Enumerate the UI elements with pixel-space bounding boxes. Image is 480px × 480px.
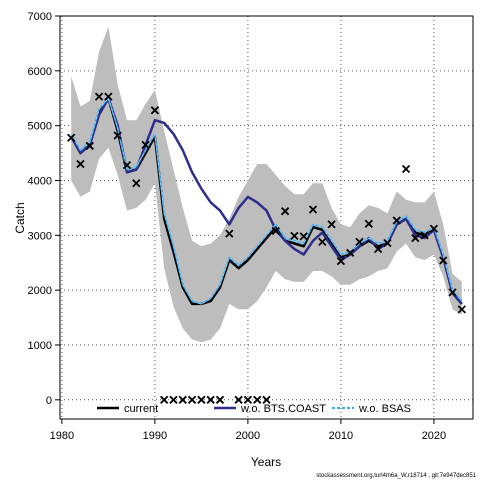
y-tick-label: 2000 (28, 285, 52, 297)
observed-point (197, 395, 206, 404)
observed-point (104, 92, 113, 101)
observed-point (206, 395, 215, 404)
observed-point (318, 237, 327, 247)
observed-point (355, 237, 364, 247)
observed-point (150, 106, 160, 115)
observed-point (420, 231, 429, 240)
observed-point (448, 288, 457, 297)
y-tick-label: 5000 (28, 121, 52, 133)
observed-point (215, 395, 225, 404)
y-tick-label: 0 (46, 395, 52, 407)
y-axis: 0 1000 2000 3000 4000 5000 6000 7000 (28, 11, 60, 407)
x-tick-label: 1980 (50, 430, 74, 442)
observed-point (346, 248, 355, 258)
legend: current w.o. BTS.COAST w.o. BSAS (97, 403, 411, 415)
observed-point (401, 164, 411, 174)
observed-point (383, 238, 392, 248)
observed-point (392, 216, 401, 225)
observed-point (234, 395, 243, 404)
x-tick-label: 1990 (143, 430, 167, 442)
observed-point (262, 395, 271, 404)
y-axis-title: Catch (13, 202, 27, 233)
observed-point (308, 205, 318, 214)
x-tick-label: 2010 (329, 430, 353, 442)
observed-point (429, 224, 439, 233)
confidence-band (71, 27, 462, 343)
plot-frame (59, 15, 474, 420)
series-line (70, 96, 463, 305)
observed-point (225, 229, 234, 238)
x-tick-label: 2020 (422, 430, 446, 442)
observed-point (132, 179, 141, 188)
legend-label: current (124, 403, 158, 415)
y-tick-label: 6000 (28, 66, 52, 78)
legend-label: w.o. BTS.COAST (240, 403, 326, 415)
y-tick-label: 3000 (28, 230, 52, 242)
legend-item: current (97, 403, 158, 415)
y-tick-label: 4000 (28, 175, 52, 187)
observed-point (364, 219, 373, 228)
x-axis: 1980 1990 2000 2010 2020 (50, 419, 446, 442)
observed-point (457, 305, 466, 314)
observed-point (160, 395, 169, 404)
observed-point (141, 140, 150, 149)
observed-point (76, 159, 85, 169)
observed-point (336, 256, 346, 266)
observed-point (299, 232, 308, 241)
observed-point (67, 133, 76, 142)
observed-point (439, 256, 448, 265)
observed-point (253, 395, 262, 404)
observed-point (113, 131, 122, 140)
observed-point (94, 92, 104, 101)
observed-points (67, 92, 466, 404)
legend-label: w.o. BSAS (358, 403, 411, 415)
observed-point (271, 226, 280, 236)
legend-item: w.o. BSAS (332, 403, 411, 415)
observed-point (169, 395, 178, 404)
y-tick-label: 7000 (28, 11, 52, 23)
x-axis-title: Years (251, 455, 281, 469)
observed-point (85, 141, 94, 151)
observed-point (122, 161, 132, 170)
x-tick-label: 2000 (236, 430, 260, 442)
observed-point (178, 395, 187, 404)
observed-point (290, 231, 299, 241)
observed-point (187, 395, 197, 404)
observed-point (373, 244, 383, 254)
footer-note: stockassessment.org,turl4m6a_W,r18714 , … (316, 473, 476, 479)
legend-item: w.o. BTS.COAST (214, 403, 326, 415)
observed-point (243, 395, 253, 404)
observed-point (280, 207, 290, 216)
observed-point (327, 220, 336, 229)
confidence-band-area (71, 27, 462, 343)
observed-point (411, 233, 420, 243)
y-tick-label: 1000 (28, 340, 52, 352)
